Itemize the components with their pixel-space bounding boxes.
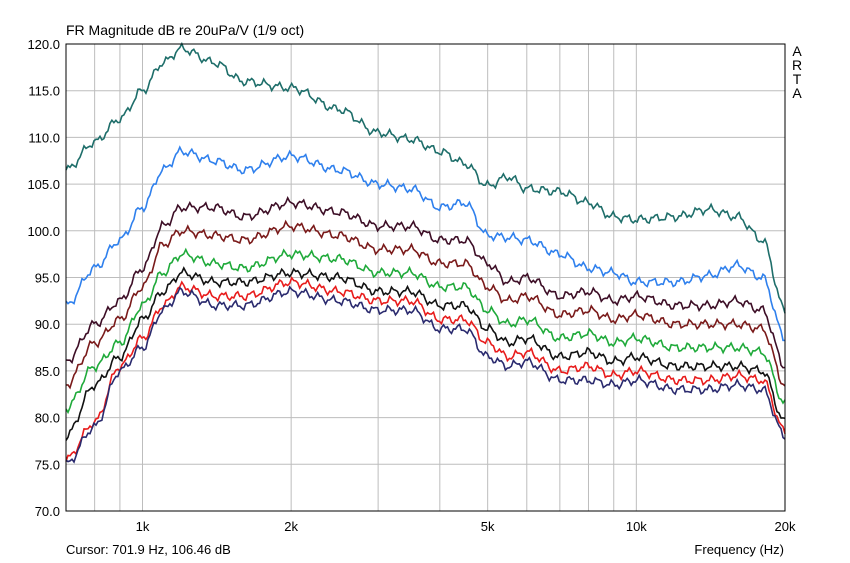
- y-tick-label: 110.0: [28, 130, 60, 145]
- y-tick-labels: 120.0 115.0 110.0 105.0 100.0 95.0 90.0 85.0 80.…: [27, 37, 60, 519]
- series-line: [65, 195, 786, 369]
- series-line: [65, 41, 786, 314]
- chart-title: FR Magnitude dB re 20uPa/V (1/9 oct): [66, 22, 305, 38]
- series-line: [65, 247, 786, 415]
- y-tick-label: 95.0: [35, 271, 60, 286]
- brand-letter: T: [792, 71, 802, 87]
- series-line: [65, 276, 786, 462]
- series-lines: [65, 41, 786, 464]
- y-tick-label: 70.0: [35, 504, 60, 519]
- y-tick-label: 120.0: [27, 37, 60, 52]
- series-line: [65, 145, 786, 342]
- x-tick-labels: 1k 2k 5k 10k 20k: [136, 519, 796, 534]
- y-tick-label: 85.0: [35, 364, 60, 379]
- x-tick-label: 1k: [136, 519, 150, 534]
- y-tick-label: 90.0: [35, 317, 60, 332]
- series-line: [65, 219, 786, 390]
- brand-letter: A: [792, 85, 802, 101]
- plot-frame: [65, 43, 786, 512]
- x-tick-label: 20k: [775, 519, 796, 534]
- x-axis-label: Frequency (Hz): [694, 542, 784, 557]
- arta-brand-label: A R T A: [790, 44, 804, 100]
- brand-letter: R: [791, 57, 803, 73]
- series-line: [65, 266, 786, 441]
- x-tick-label: 10k: [626, 519, 647, 534]
- y-tick-label: 100.0: [27, 224, 60, 239]
- y-tick-label: 105.0: [27, 177, 60, 192]
- cursor-readout: Cursor: 701.9 Hz, 106.46 dB: [66, 542, 231, 557]
- x-tick-label: 2k: [284, 519, 298, 534]
- brand-letter: A: [792, 43, 802, 59]
- series-line: [65, 285, 786, 464]
- y-tick-label: 115.0: [28, 84, 60, 99]
- y-tick-label: 75.0: [35, 457, 60, 472]
- y-tick-label: 80.0: [35, 411, 60, 426]
- x-tick-label: 5k: [481, 519, 495, 534]
